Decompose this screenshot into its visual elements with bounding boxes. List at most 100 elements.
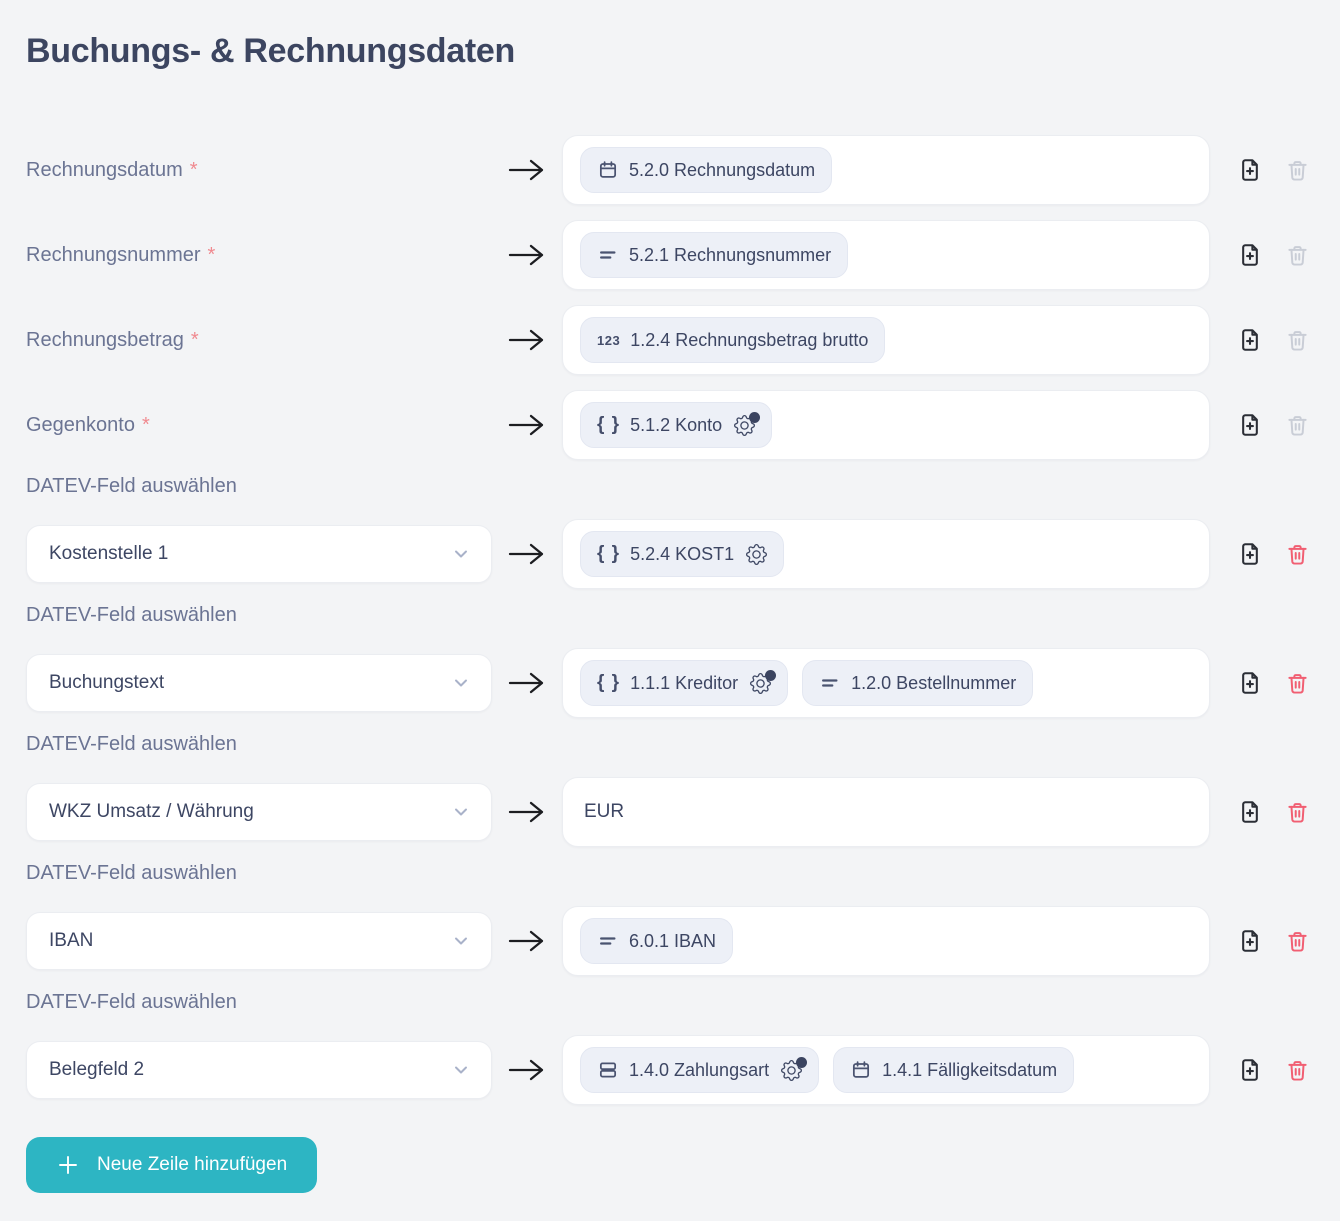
field-chip[interactable]: 1.2.0 Bestellnummer <box>802 660 1034 706</box>
calendar-icon <box>597 159 619 181</box>
file-plus-icon <box>1237 412 1263 438</box>
chip-label: 1.2.0 Bestellnummer <box>851 672 1017 693</box>
add-document-button[interactable] <box>1237 670 1263 696</box>
field-label-text: Rechnungsbetrag <box>26 328 184 351</box>
add-document-button[interactable] <box>1237 1057 1263 1083</box>
file-plus-icon <box>1237 928 1263 954</box>
mapping-row: Gegenkonto * { } 5.1.2 Konto <box>26 390 1306 460</box>
mapping-row: Kostenstelle 1 { } 5.2.4 KOST1 <box>26 519 1306 589</box>
chevron-down-icon <box>451 1060 471 1080</box>
add-document-button[interactable] <box>1237 799 1263 825</box>
field-chip[interactable]: 1.4.1 Fälligkeitsdatum <box>833 1047 1075 1093</box>
delete-row-button[interactable] <box>1284 157 1310 183</box>
mapping-value-box[interactable]: 5.2.0 Rechnungsdatum <box>562 135 1210 205</box>
payment-card-icon <box>597 1059 619 1081</box>
add-new-row-label: Neue Zeile hinzufügen <box>97 1154 288 1175</box>
braces-icon: { } <box>597 543 621 564</box>
arrow-right-icon <box>507 670 547 696</box>
trash-icon <box>1285 328 1310 353</box>
add-document-button[interactable] <box>1237 327 1263 353</box>
arrow-right-icon <box>507 242 547 268</box>
mapping-value-box[interactable]: { } 5.1.2 Konto <box>562 390 1210 460</box>
add-document-button[interactable] <box>1237 928 1263 954</box>
delete-row-button[interactable] <box>1284 327 1310 353</box>
field-chip[interactable]: 5.2.0 Rechnungsdatum <box>580 147 833 193</box>
mapping-value-box[interactable]: 6.0.1 IBAN <box>562 906 1210 976</box>
chip-settings-button[interactable] <box>734 411 761 436</box>
field-chip[interactable]: 6.0.1 IBAN <box>580 918 734 964</box>
field-chip[interactable]: 1.4.0 Zahlungsart <box>580 1047 820 1093</box>
field-label: Rechnungsdatum * <box>26 159 492 182</box>
plus-icon <box>56 1153 80 1177</box>
add-document-button[interactable] <box>1237 541 1263 567</box>
chip-settings-button[interactable] <box>781 1056 808 1081</box>
file-plus-icon <box>1237 157 1263 183</box>
add-document-button[interactable] <box>1237 412 1263 438</box>
add-document-button[interactable] <box>1237 242 1263 268</box>
delete-row-button[interactable] <box>1284 412 1310 438</box>
trash-icon <box>1285 800 1310 825</box>
field-label-text: Gegenkonto <box>26 413 135 436</box>
file-plus-icon <box>1237 799 1263 825</box>
arrow-right-icon <box>507 541 547 567</box>
field-chip[interactable]: { } 5.1.2 Konto <box>580 402 773 448</box>
arrow-right-icon <box>507 928 547 954</box>
trash-icon <box>1285 929 1310 954</box>
select-value: Kostenstelle 1 <box>49 543 169 564</box>
booking-invoice-panel: Buchungs- & Rechnungsdaten Rechnungsdatu… <box>26 32 1340 1193</box>
delete-row-button[interactable] <box>1284 928 1310 954</box>
add-new-row-button[interactable]: Neue Zeile hinzufügen <box>26 1137 318 1193</box>
mapping-value-box[interactable]: 5.2.1 Rechnungsnummer <box>562 220 1210 290</box>
arrow-right-icon <box>507 327 547 353</box>
mapping-value-box[interactable]: EUR <box>562 777 1210 847</box>
required-marker: * <box>190 328 199 351</box>
delete-row-button[interactable] <box>1284 242 1310 268</box>
mapping-value-box[interactable]: 1.4.0 Zahlungsart 1.4.1 Fälligkeitsdatum <box>562 1035 1210 1105</box>
chip-settings-button[interactable] <box>750 669 777 694</box>
trash-icon <box>1285 542 1310 567</box>
datev-field-select[interactable]: Belegfeld 2 <box>26 1041 492 1099</box>
delete-row-button[interactable] <box>1284 1057 1310 1083</box>
trash-icon <box>1285 1058 1310 1083</box>
chip-label: 1.4.1 Fälligkeitsdatum <box>882 1059 1058 1080</box>
field-chip[interactable]: { } 5.2.4 KOST1 <box>580 531 785 577</box>
plain-value-text: EUR <box>584 801 625 822</box>
field-label: Gegenkonto * <box>26 414 492 437</box>
mapping-value-box[interactable]: { } 5.2.4 KOST1 <box>562 519 1210 589</box>
text-lines-icon <box>819 672 841 694</box>
mapping-row: IBAN 6.0.1 IBAN <box>26 906 1306 976</box>
add-document-button[interactable] <box>1237 157 1263 183</box>
field-chip[interactable]: 123 1.2.4 Rechnungsbetrag brutto <box>580 317 886 363</box>
delete-row-button[interactable] <box>1284 541 1310 567</box>
arrow-right-icon <box>507 799 547 825</box>
chevron-down-icon <box>451 802 471 822</box>
chip-settings-button[interactable] <box>746 544 767 565</box>
datev-field-select[interactable]: Buchungstext <box>26 654 492 712</box>
chevron-down-icon <box>451 931 471 951</box>
file-plus-icon <box>1237 327 1263 353</box>
field-label: Rechnungsbetrag * <box>26 329 492 352</box>
mapping-row: WKZ Umsatz / Währung EUR <box>26 777 1306 847</box>
mapping-value-box[interactable]: 123 1.2.4 Rechnungsbetrag brutto <box>562 305 1210 375</box>
datev-field-select[interactable]: WKZ Umsatz / Währung <box>26 783 492 841</box>
chip-label: 5.1.2 Konto <box>630 414 723 435</box>
datev-field-caption: DATEV-Feld auswählen <box>26 604 237 626</box>
trash-icon <box>1285 243 1310 268</box>
datev-field-select[interactable]: IBAN <box>26 912 492 970</box>
arrow-right-icon <box>507 412 547 438</box>
calendar-icon <box>850 1059 872 1081</box>
delete-row-button[interactable] <box>1284 799 1310 825</box>
field-chip[interactable]: { } 1.1.1 Kreditor <box>580 660 789 706</box>
mapping-value-box[interactable]: { } 1.1.1 Kreditor 1.2.0 Bestellnummer <box>562 648 1210 718</box>
field-chip[interactable]: 5.2.1 Rechnungsnummer <box>580 232 849 278</box>
select-value: Belegfeld 2 <box>49 1059 145 1080</box>
file-plus-icon <box>1237 541 1263 567</box>
page-title: Buchungs- & Rechnungsdaten <box>26 32 515 70</box>
required-marker: * <box>207 243 216 266</box>
datev-field-select[interactable]: Kostenstelle 1 <box>26 525 492 583</box>
chip-label: 5.2.4 KOST1 <box>630 543 735 564</box>
chip-label: 1.2.4 Rechnungsbetrag brutto <box>630 329 869 350</box>
delete-row-button[interactable] <box>1284 670 1310 696</box>
chevron-down-icon <box>451 673 471 693</box>
datev-field-caption: DATEV-Feld auswählen <box>26 733 237 755</box>
